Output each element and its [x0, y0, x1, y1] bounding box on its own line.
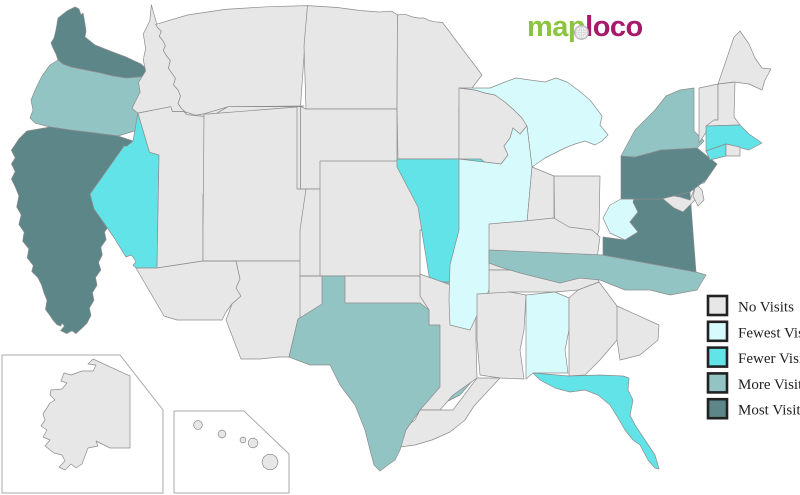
svg-text:Fewest Visits: Fewest Visits [738, 325, 800, 341]
svg-text:Fewer Visits: Fewer Visits [738, 351, 800, 367]
svg-text:No Visits: No Visits [738, 300, 794, 316]
svg-text:Most Visits: Most Visits [738, 403, 800, 419]
svg-text:More Visits: More Visits [738, 377, 800, 393]
